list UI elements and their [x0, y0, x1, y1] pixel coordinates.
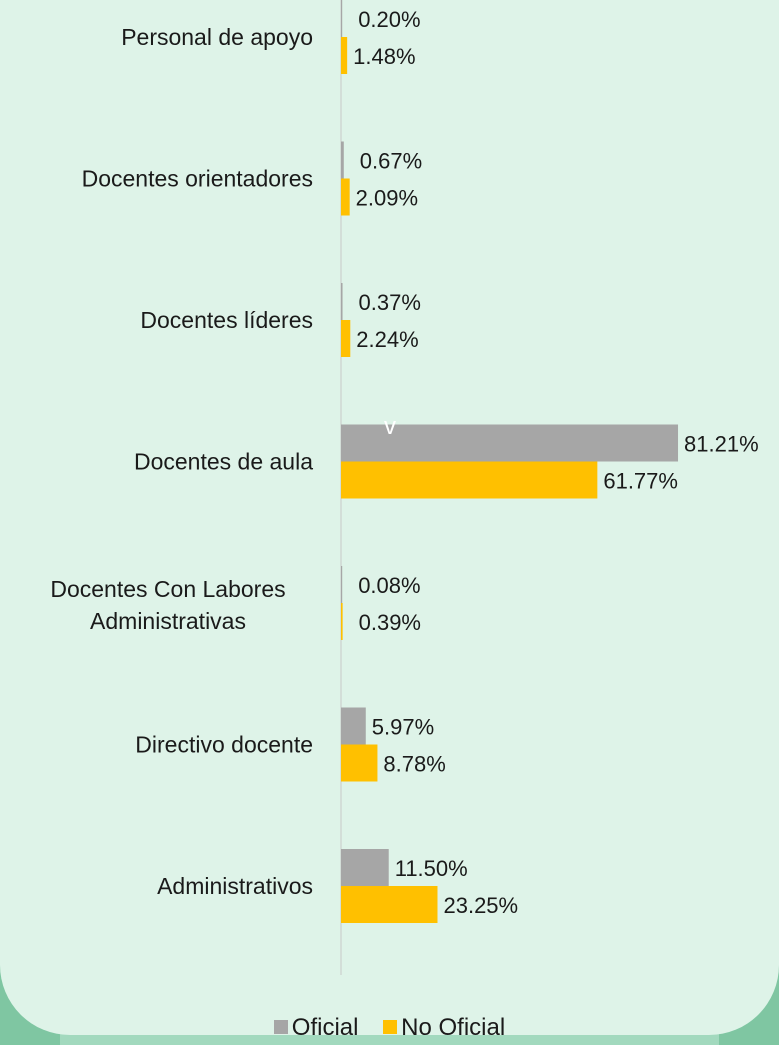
- data-label-no-oficial-administrativos: 23.25%: [443, 893, 518, 918]
- legend-label-no-oficial: No Oficial: [401, 1014, 506, 1041]
- data-label-no-oficial-personal-de-apoyo: 1.48%: [353, 44, 415, 69]
- data-label-oficial-administrativos: 11.50%: [395, 856, 468, 881]
- data-label-no-oficial-directivo-docente: 8.78%: [383, 752, 445, 777]
- category-label-docentes-de-aula: Docentes de aula: [134, 449, 313, 475]
- bar-no-oficial-directivo-docente: [341, 744, 378, 782]
- bar-no-oficial-docentes-de-aula: [341, 461, 598, 499]
- data-label-oficial-personal-de-apoyo: 0.20%: [358, 7, 420, 32]
- legend-swatch-oficial: [273, 1020, 288, 1034]
- data-label-no-oficial-docentes-con-labores-administrativas: 0.39%: [359, 610, 421, 635]
- data-label-no-oficial-docentes-de-aula: 61.77%: [603, 469, 678, 494]
- legend-item-no-oficial: No Oficial: [383, 1014, 505, 1042]
- category-label-docentes-orientadores: Docentes orientadores: [82, 166, 313, 192]
- bar-no-oficial-docentes-con-labores-administrativas: [341, 603, 343, 640]
- data-label-oficial-docentes-de-aula: 81.21%: [684, 432, 759, 457]
- legend: Oficial No Oficial: [0, 1014, 779, 1042]
- legend-swatch-no-oficial: [383, 1020, 398, 1034]
- annotation-text: v: [384, 413, 396, 440]
- bar-no-oficial-administrativos: [341, 886, 438, 923]
- category-label-directivo-docente: Directivo docente: [135, 732, 313, 758]
- bars-group: [341, 0, 679, 923]
- data-label-oficial-docentes-lideres: 0.37%: [359, 290, 421, 315]
- bar-oficial-docentes-orientadores: [341, 141, 344, 179]
- legend-item-oficial: Oficial: [273, 1014, 359, 1042]
- bar-oficial-directivo-docente: [341, 707, 366, 745]
- data-label-no-oficial-docentes-lideres: 2.24%: [356, 327, 418, 352]
- category-label-administrativos: Administrativos: [157, 873, 313, 899]
- bar-chart: Personal de apoyo 0.20% 1.48% Docentes orie…: [50, 0, 759, 975]
- data-label-oficial-docentes-orientadores: 0.67%: [360, 149, 422, 174]
- data-label-oficial-directivo-docente: 5.97%: [372, 715, 434, 740]
- bar-no-oficial-docentes-lideres: [341, 320, 351, 357]
- category-label-docentes-con-labores-administrativas: Docentes Con Labores Administrativas: [50, 576, 285, 634]
- category-label-docentes-lideres: Docentes líderes: [140, 307, 313, 333]
- bar-no-oficial-docentes-orientadores: [341, 178, 350, 216]
- data-label-no-oficial-docentes-orientadores: 2.09%: [356, 186, 418, 211]
- bar-oficial-administrativos: [341, 849, 389, 886]
- bar-oficial-docentes-con-labores-administrativas: [341, 566, 343, 603]
- bar-no-oficial-personal-de-apoyo: [341, 37, 348, 74]
- legend-label-oficial: Oficial: [291, 1014, 359, 1041]
- bar-oficial-docentes-de-aula: [341, 424, 679, 462]
- labels-group: Personal de apoyo 0.20% 1.48% Docentes orie…: [50, 7, 758, 918]
- bar-oficial-docentes-lideres: [341, 283, 343, 320]
- category-label-personal-de-apoyo: Personal de apoyo: [121, 24, 313, 50]
- bar-oficial-personal-de-apoyo: [341, 0, 343, 37]
- data-label-oficial-docentes-con-labores-administrativas: 0.08%: [358, 573, 420, 598]
